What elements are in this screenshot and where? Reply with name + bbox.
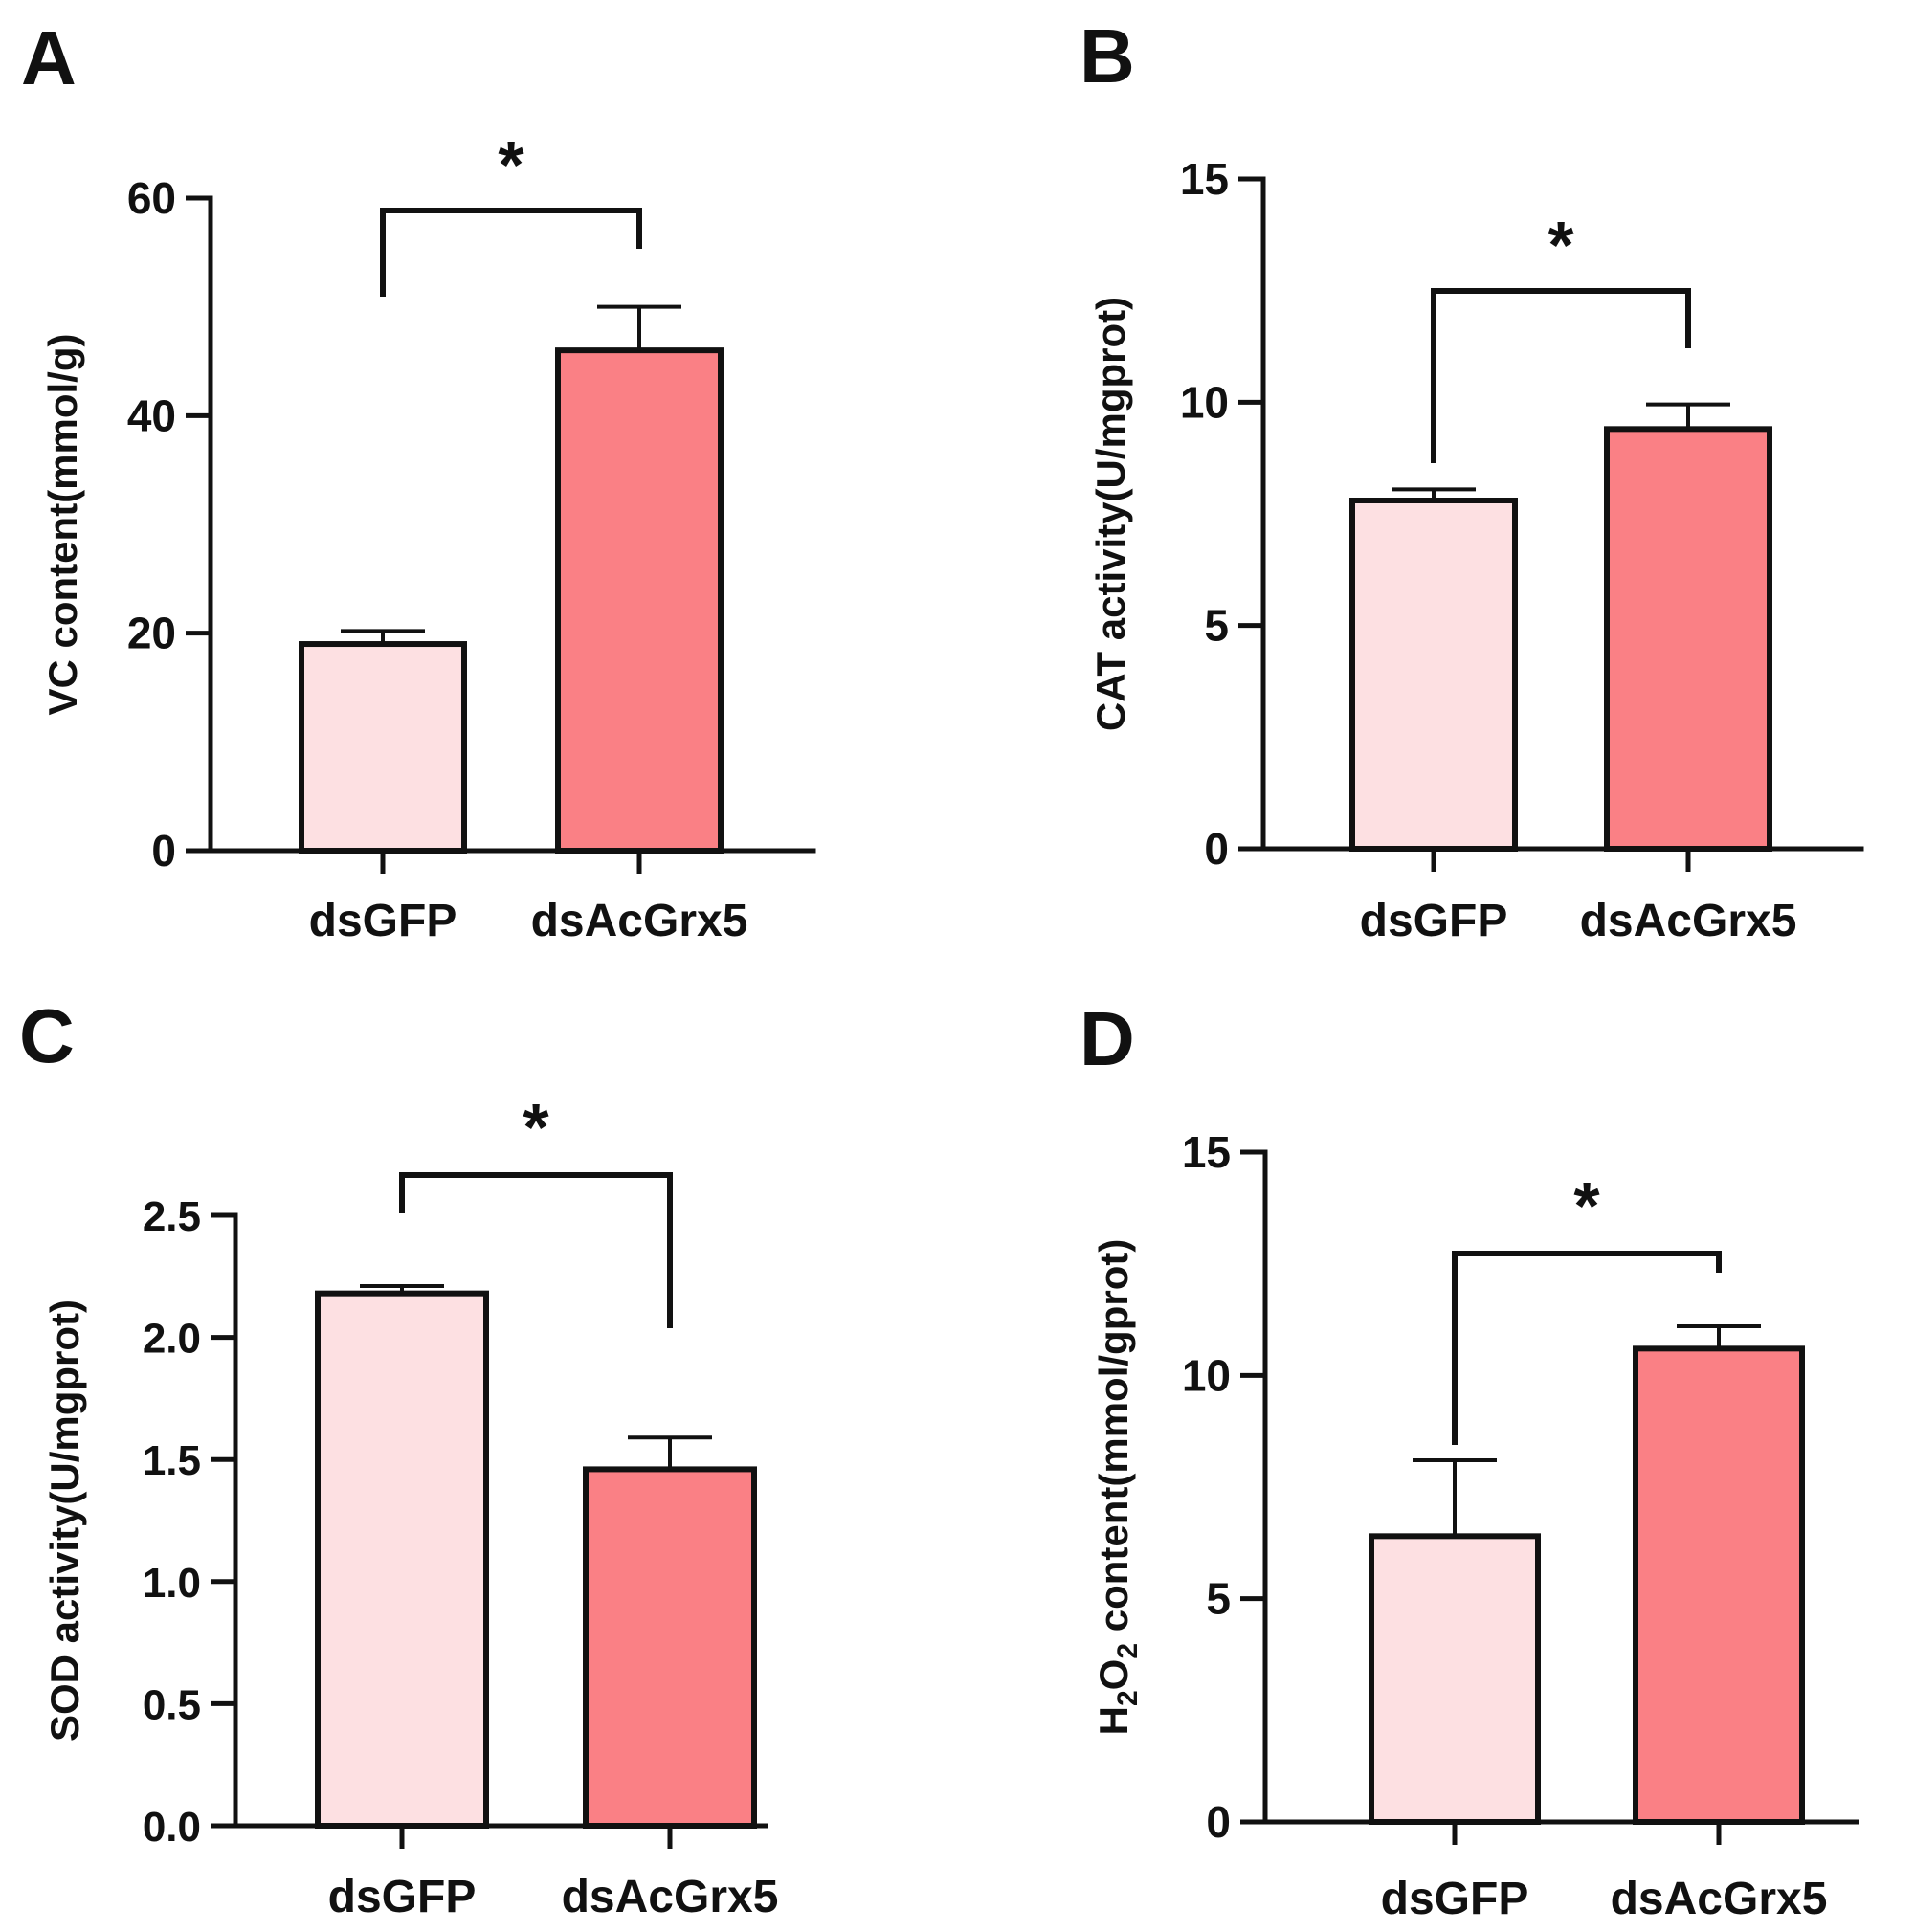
panel-d-ytick-label-1: 5	[1206, 1574, 1231, 1624]
panel-d-category-label-0: dsGFP	[1381, 1874, 1529, 1924]
panel-a-ytick-label-1: 20	[127, 609, 176, 658]
panel-letter-b: B	[1080, 13, 1135, 99]
panel-d-ytick-label-0: 0	[1206, 1797, 1231, 1847]
panel-b-significance-bracket	[1431, 288, 1691, 463]
panel-letter-a: A	[21, 15, 77, 100]
panel-c-ytick-label-0: 0.0	[143, 1804, 201, 1851]
panel-c-category-label-0: dsGFP	[328, 1872, 477, 1922]
panel-d-category-label-1: dsAcGrx5	[1611, 1874, 1828, 1924]
panel-a-significance-bracket	[380, 208, 642, 297]
panel-c-bar-dsgfp	[315, 1290, 489, 1829]
panel-c-ytick-label-4: 2.0	[143, 1316, 201, 1363]
panel-a-bar-dsacgrx5	[555, 347, 724, 854]
panel-c-y-axis-label: SOD activity(U/mgprot)	[42, 1299, 87, 1742]
panel-letter-d: D	[1080, 996, 1135, 1081]
panel-c-ytick-label-5: 2.5	[143, 1193, 201, 1240]
panel-a-ytick-label-2: 40	[127, 390, 176, 440]
panel-b-category-label-1: dsAcGrx5	[1580, 896, 1797, 946]
panel-c-ytick-label-1: 0.5	[143, 1681, 201, 1728]
panel-letter-c: C	[19, 993, 75, 1078]
panel-d-significance-bracket	[1452, 1251, 1722, 1445]
panel-d-bar-dsacgrx5	[1633, 1345, 1805, 1826]
panel-c: C 0.0 0.5 1.0 1.5 2.0 2.5 dsGFP dsAcGrx5 SOD act…	[19, 993, 778, 1922]
panel-c-bar-dsacgrx5	[583, 1466, 757, 1829]
panel-b: B 0 5 10 15 dsGFP dsAcGrx5 CAT activity(U/mgpr…	[1080, 13, 1864, 946]
panel-b-ytick-label-3: 15	[1180, 154, 1229, 204]
panel-d-y-axis-label-part-3: 2	[1112, 1643, 1144, 1659]
panel-a-significance-star: *	[498, 127, 524, 202]
panel-c-category-label-1: dsAcGrx5	[562, 1872, 779, 1922]
panel-b-ytick-label-0: 0	[1204, 824, 1229, 874]
panel-a-y-axis-label: VC content(mmol/g)	[40, 334, 85, 716]
panel-a-category-label-1: dsAcGrx5	[531, 896, 748, 946]
panel-b-significance-star: *	[1548, 208, 1574, 282]
panel-b-ytick-label-2: 10	[1180, 377, 1229, 427]
panel-d-ytick-label-2: 10	[1182, 1350, 1231, 1400]
panel-d-bar-dsgfp	[1369, 1533, 1541, 1826]
panel-b-bar-dsacgrx5	[1604, 426, 1772, 852]
panel-a-ytick-label-0: 0	[151, 826, 176, 876]
panel-c-ytick-label-3: 1.5	[143, 1437, 201, 1484]
panel-d-y-axis-label: H2O2 content(mmol/gprot)	[1091, 1239, 1144, 1736]
panel-c-ytick-label-2: 1.0	[143, 1560, 201, 1607]
panel-d-ytick-label-3: 15	[1182, 1127, 1231, 1177]
panel-b-category-label-0: dsGFP	[1360, 896, 1508, 946]
panel-d-y-axis-label-part-1: 2	[1112, 1690, 1144, 1706]
panel-d-significance-star: *	[1573, 1168, 1600, 1243]
panel-d-y-axis-label-part-2: O	[1091, 1659, 1136, 1691]
panel-a-category-label-0: dsGFP	[309, 896, 457, 946]
panel-d-y-axis-label-part-0: H	[1091, 1706, 1136, 1735]
panel-b-y-axis-label: CAT activity(U/mgprot)	[1088, 297, 1133, 731]
panel-c-significance-star: *	[523, 1090, 549, 1165]
panel-b-bar-dsgfp	[1349, 498, 1518, 852]
panel-d-y-axis-label-part-4: content(mmol/gprot)	[1091, 1239, 1136, 1643]
panel-c-significance-bracket	[399, 1172, 673, 1328]
panel-b-ytick-label-1: 5	[1204, 601, 1229, 651]
panel-a-bar-dsgfp	[299, 641, 467, 854]
panel-a-ytick-label-3: 60	[127, 173, 176, 223]
panel-a: A 0 20 40 60 dsGFP dsAcGrx5 VC content(mmol/g)…	[21, 15, 816, 946]
